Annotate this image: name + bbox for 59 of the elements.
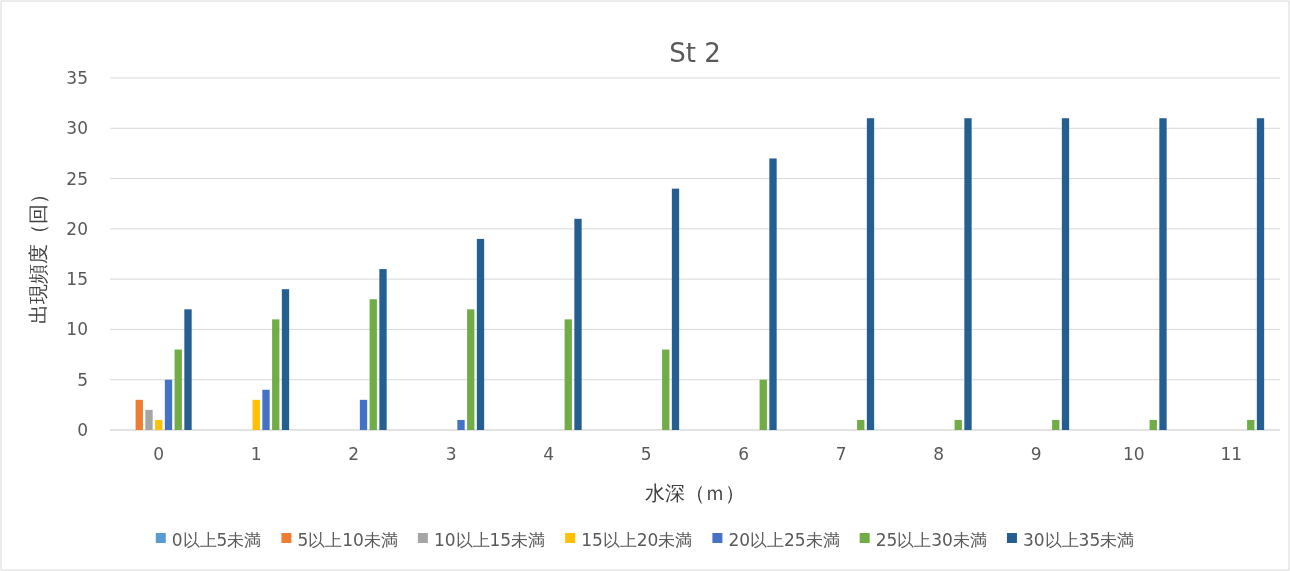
x-tick-label: 4 (543, 444, 555, 464)
bar (954, 419, 962, 430)
legend-label: 15以上20未満 (581, 530, 693, 550)
x-tick-label: 6 (738, 444, 750, 464)
bar (262, 389, 270, 430)
bar (1061, 118, 1070, 430)
bar (1256, 118, 1265, 430)
x-tick-label: 8 (933, 444, 945, 464)
bar (281, 289, 290, 430)
legend-label: 25以上30未満 (875, 530, 987, 550)
bar (359, 399, 368, 430)
y-tick-label: 20 (66, 218, 88, 239)
bar (467, 309, 475, 430)
bar (1149, 419, 1157, 430)
legend-label: 20以上25未満 (728, 530, 840, 550)
y-tick-label: 35 (66, 68, 88, 88)
bar (662, 349, 670, 430)
bar (759, 379, 767, 430)
bar (1052, 419, 1060, 430)
bar (1247, 419, 1255, 430)
bar (1159, 118, 1167, 430)
y-axis-title: 出現頻度（回） (26, 184, 50, 324)
x-axis-title: 水深（ｍ） (645, 481, 745, 505)
bar (457, 419, 465, 430)
x-tick-label: 9 (1030, 444, 1042, 464)
x-tick-label: 2 (348, 444, 360, 464)
bar (252, 399, 260, 430)
bar (272, 319, 280, 430)
y-tick-label: 5 (77, 369, 88, 390)
y-tick-label: 25 (66, 168, 88, 189)
y-tick-label: 0 (77, 420, 88, 440)
x-tick-label: 11 (1220, 444, 1243, 464)
bar (564, 319, 572, 430)
bar (857, 419, 865, 430)
x-tick-label: 3 (445, 444, 457, 464)
legend-label: 30以上35未満 (1022, 530, 1135, 550)
bar (866, 118, 875, 430)
bar (964, 118, 972, 430)
legend-label: 10以上15未満 (433, 530, 546, 550)
legend-label: 0以上5未満 (171, 530, 262, 550)
bar (174, 349, 182, 430)
bar (379, 269, 387, 430)
x-tick-label: 1 (250, 444, 262, 464)
bar (671, 188, 680, 430)
x-tick-label: 5 (640, 444, 652, 464)
x-tick-label: 10 (1122, 444, 1145, 464)
x-tick-label: 7 (835, 444, 847, 464)
bar (769, 158, 777, 430)
bar (184, 309, 192, 430)
bar (574, 218, 582, 430)
y-tick-label: 30 (66, 118, 88, 139)
y-tick-label: 10 (66, 319, 88, 340)
chart-title: St 2 (669, 38, 721, 68)
bar (369, 299, 377, 430)
y-tick-label: 15 (66, 269, 88, 290)
bar (164, 379, 173, 430)
bar (476, 238, 485, 430)
x-tick-label: 0 (153, 444, 165, 464)
legend-label: 5以上10未満 (297, 530, 398, 550)
